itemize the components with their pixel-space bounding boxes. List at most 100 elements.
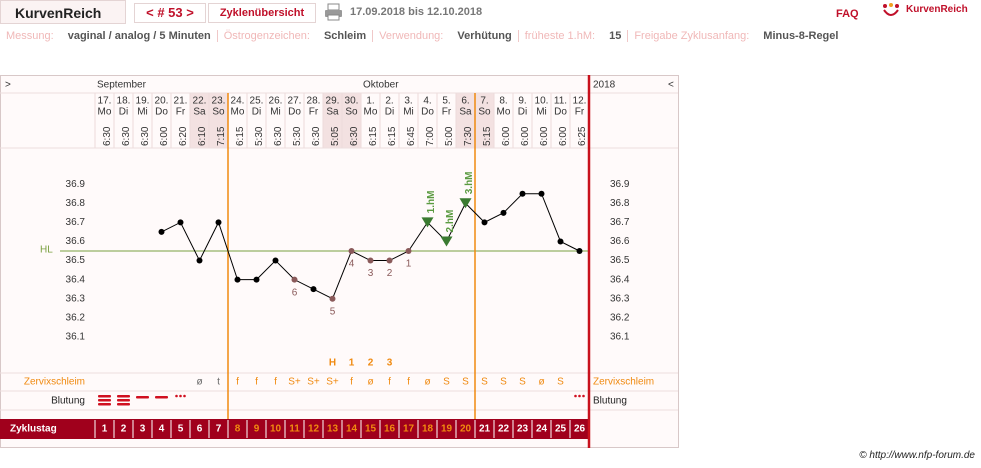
time-label: 6:30 (273, 126, 284, 146)
y-tick-label: 36.3 (66, 293, 86, 304)
temperature-point (481, 219, 488, 226)
cycle-day: 16 (384, 424, 396, 435)
logo-dot (895, 4, 899, 8)
mucus-entry: ø (367, 377, 373, 388)
time-label: 6:00 (558, 126, 569, 146)
mucus-entry: f (388, 377, 391, 388)
mucus-entry: ø (538, 377, 544, 388)
time-label: 5:30 (254, 126, 265, 146)
mucus-entry: f (274, 377, 277, 388)
temperature-point (329, 295, 336, 302)
cycle-day: 11 (289, 424, 300, 435)
time-label: 6:25 (577, 126, 588, 146)
bleeding-icons (98, 394, 585, 406)
date-label: 7. (480, 96, 488, 107)
weekend-shade (456, 93, 475, 148)
mucus-entry: S (462, 377, 469, 388)
logo-dot (889, 3, 893, 7)
date-label: 9. (518, 96, 526, 107)
app-tab[interactable]: KurvenReich (0, 0, 126, 24)
temperature-point (348, 248, 355, 254)
weekday-label: Mi (536, 107, 547, 118)
high-marker (440, 236, 453, 247)
date-label: 11. (554, 96, 567, 107)
time-label: 5:05 (330, 126, 341, 146)
bleeding-heavy (117, 395, 130, 398)
bleeding-heavy (98, 403, 111, 406)
date-label: 1. (366, 96, 374, 107)
y-tick-label: 36.4 (66, 274, 86, 285)
temperature-point (177, 219, 184, 226)
y-tick-label-right: 36.5 (610, 255, 630, 266)
bleeding-light (582, 394, 585, 398)
low-number: 4 (349, 259, 355, 270)
overview-tab[interactable]: Zyklenübersicht (208, 3, 316, 23)
faq-link[interactable]: FAQ (836, 8, 859, 20)
temperature-point (557, 238, 564, 245)
weekday-label: Mi (403, 107, 414, 118)
weekday-label: Mi (270, 107, 281, 118)
setting: Verwendung: Verhütung (372, 30, 518, 42)
bleeding-heavy (117, 403, 130, 406)
cycle-day: 18 (422, 424, 434, 435)
low-number: 1 (406, 259, 412, 270)
weekend-shade (323, 93, 342, 148)
mucus-entry: S+ (307, 377, 320, 388)
y-tick-label: 36.5 (66, 255, 86, 266)
logo-dot (883, 4, 887, 8)
setting-label: Messung: (6, 30, 54, 42)
temperature-point (215, 219, 222, 226)
date-label: 10. (535, 96, 549, 107)
y-tick-label-right: 36.6 (610, 236, 630, 247)
time-label: 7:15 (216, 126, 227, 146)
mucus-entry: S (557, 377, 564, 388)
time-label: 6:00 (159, 126, 170, 146)
cycle-day: 21 (479, 424, 491, 435)
y-tick-label-right: 36.1 (610, 332, 630, 343)
print-icon[interactable] (324, 3, 344, 21)
temperature-point (234, 276, 241, 283)
time-label: 6:00 (520, 126, 531, 146)
time-label: 6:10 (197, 126, 208, 146)
weekend-shade (190, 93, 209, 148)
y-tick-label-right: 36.2 (610, 312, 630, 323)
time-label: 5:30 (292, 126, 303, 146)
high-marker-label: 1.hM (426, 191, 437, 214)
cycle-day: 19 (441, 424, 453, 435)
mucus-entry: t (217, 377, 220, 388)
peak-mark: 2 (368, 358, 374, 369)
collapse-toggle: < (668, 80, 674, 91)
setting-label: Östrogenzeichen: (223, 30, 310, 42)
mucus-entry: S+ (326, 377, 339, 388)
weekday-label: Fr (176, 107, 186, 118)
year-label: 2018 (593, 80, 616, 91)
bleeding-label: Blutung (51, 396, 85, 407)
cycle-day: 13 (327, 424, 339, 435)
setting: Messung: vaginal / analog / 5 Minuten (6, 30, 217, 42)
y-tick-label: 36.1 (66, 332, 86, 343)
weekday-label: So (345, 107, 358, 118)
setting-value: Schleim (323, 30, 367, 42)
chart: >2018 <September Oktober17.Mo6:3018.Di6:30… (0, 75, 679, 448)
cycle-day: 1 (102, 424, 108, 435)
weekday-label: Fr (309, 107, 319, 118)
date-label: 18. (117, 96, 131, 107)
time-label: 6:45 (406, 126, 417, 146)
y-tick-label: 36.2 (66, 312, 86, 323)
setting-value: Minus-8-Regel (763, 30, 839, 42)
logo-text[interactable]: KurvenReich (906, 4, 968, 15)
cycle-day: 26 (574, 424, 586, 435)
time-label: 6:30 (140, 126, 151, 146)
mucus-label-right: Zervixschleim (593, 377, 654, 388)
cycle-nav[interactable]: < # 53 > (134, 3, 206, 23)
time-label: 5:15 (482, 126, 493, 146)
setting-label: früheste 1.hM: (524, 30, 596, 42)
weekday-label: So (478, 107, 491, 118)
bleeding-light (574, 394, 577, 398)
y-tick-label-right: 36.8 (610, 198, 630, 209)
time-label: 7:00 (425, 126, 436, 146)
cycle-day-band (0, 419, 589, 439)
logo-icon (883, 3, 899, 16)
temperature-point (196, 257, 203, 264)
date-label: 28. (307, 96, 321, 107)
